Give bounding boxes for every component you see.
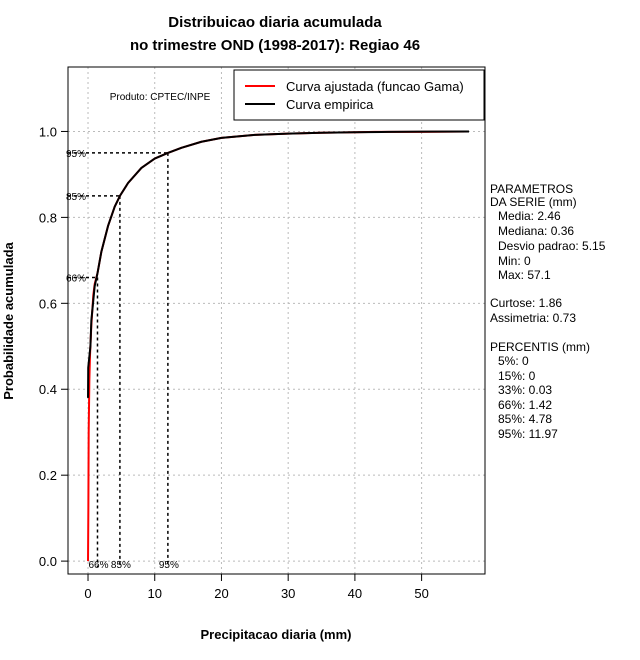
- y-tick-label: 1.0: [39, 124, 57, 139]
- stats-header-1: PARAMETROS: [490, 182, 574, 196]
- percentile-labels: 66%66%85%85%95%95%: [66, 149, 179, 571]
- legend-box: [233, 69, 485, 121]
- x-tick-label: 20: [214, 586, 228, 601]
- series-fitted-gamma: [87, 130, 469, 562]
- percentil-66: 66%: 1.42: [498, 398, 553, 412]
- legend: Curva ajustada (funcao Gama) Curva empir…: [233, 69, 485, 121]
- percentile-label-x: 95%: [159, 560, 179, 571]
- legend-label-fitted: Curva ajustada (funcao Gama): [286, 79, 464, 94]
- percentile-label-x: 85%: [111, 560, 131, 571]
- y-tick-label: 0.2: [39, 468, 57, 483]
- series-layer: [87, 130, 469, 562]
- percentil-15: 15%: 0: [498, 369, 536, 383]
- y-tick-label: 0.8: [39, 210, 57, 225]
- stats-header-2: DA SERIE (mm): [490, 195, 577, 209]
- stat-min: Min: 0: [498, 254, 531, 268]
- percentil-95: 95%: 11.97: [498, 427, 558, 441]
- legend-label-empirical: Curva empirica: [286, 97, 374, 112]
- chart-title-line1: Distribuicao diaria acumulada: [168, 14, 382, 31]
- series-empirical: [87, 130, 469, 398]
- plot-frame: [67, 66, 486, 575]
- stat-desvio: Desvio padrao: 5.15: [498, 239, 606, 253]
- stat-max: Max: 57.1: [498, 268, 551, 282]
- percentile-label-x: 66%: [88, 560, 108, 571]
- x-axis-label: Precipitacao diaria (mm): [201, 627, 352, 642]
- y-tick-label: 0.0: [39, 554, 57, 569]
- grid-lines: [68, 67, 485, 574]
- x-tick-label: 0: [84, 586, 91, 601]
- stat-curtose: Curtose: 1.86: [490, 296, 563, 310]
- percentile-label-y: 95%: [66, 149, 86, 160]
- x-axis: 0 10 20 30 40 50: [84, 574, 429, 601]
- y-axis: 0.0 0.2 0.4 0.6 0.8 1.0: [39, 124, 68, 569]
- percentis-header: PERCENTIS (mm): [490, 340, 590, 354]
- x-tick-label: 10: [148, 586, 162, 601]
- y-tick-label: 0.6: [39, 296, 57, 311]
- percentil-85: 85%: 4.78: [498, 412, 553, 426]
- stat-assimetria: Assimetria: 0.73: [490, 311, 577, 325]
- y-axis-label: Probabilidade acumulada: [1, 241, 16, 399]
- percentile-guides: [68, 152, 169, 567]
- x-tick-label: 40: [348, 586, 362, 601]
- percentil-5: 5%: 0: [498, 354, 529, 368]
- x-tick-label: 30: [281, 586, 295, 601]
- x-tick-label: 50: [414, 586, 428, 601]
- stat-mediana: Mediana: 0.36: [498, 224, 575, 238]
- product-label: Produto: CPTEC/INPE: [110, 92, 211, 103]
- chart-title-line2: no trimestre OND (1998-2017): Regiao 46: [130, 37, 420, 54]
- percentil-33: 33%: 0.03: [498, 383, 553, 397]
- percentile-label-y: 85%: [66, 192, 86, 203]
- percentile-label-y: 66%: [66, 274, 86, 285]
- y-tick-label: 0.4: [39, 382, 57, 397]
- stat-media: Media: 2.46: [498, 209, 561, 223]
